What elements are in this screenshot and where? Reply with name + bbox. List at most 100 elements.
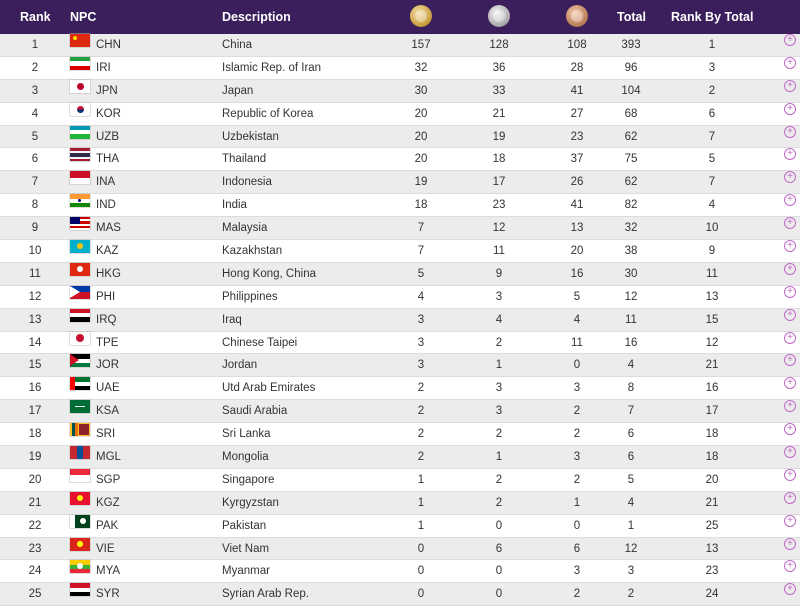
table-row[interactable]: 17 KSA Saudi Arabia 2 3 2 7 17 + xyxy=(0,400,800,424)
total-cell: 16 xyxy=(624,336,638,349)
total-cell: 5 xyxy=(627,473,635,486)
header-total[interactable]: Total xyxy=(617,10,646,24)
expand-plus-icon[interactable]: + xyxy=(784,583,796,596)
expand-plus-icon[interactable]: + xyxy=(784,400,796,413)
bronze-count-cell: 37 xyxy=(570,153,584,166)
expand-plus-icon[interactable]: + xyxy=(784,331,796,344)
table-row[interactable]: 24 MYA Myanmar 0 0 3 3 23 + xyxy=(0,560,800,584)
expand-plus-icon[interactable]: + xyxy=(784,446,796,459)
expand-plus-icon[interactable]: + xyxy=(784,285,796,298)
npc-code-cell: SYR xyxy=(96,588,120,601)
rank-by-total-cell: 13 xyxy=(705,290,719,303)
flag-icon xyxy=(70,583,90,597)
table-row[interactable]: 21 KGZ Kyrgyzstan 1 2 1 4 21 + xyxy=(0,491,800,515)
header-description[interactable]: Description xyxy=(222,10,291,24)
expand-plus-icon[interactable]: + xyxy=(784,423,796,436)
table-row[interactable]: 1 CHN China 157 128 108 393 1 + xyxy=(0,34,800,57)
table-row[interactable]: 19 MGL Mongolia 2 1 3 6 18 + xyxy=(0,446,800,469)
gold-count-cell: 1 xyxy=(417,519,425,532)
total-cell: 3 xyxy=(627,565,635,578)
npc-code-cell: TPE xyxy=(96,336,119,349)
rank-cell: 1 xyxy=(31,39,39,51)
silver-count-cell: 18 xyxy=(492,153,506,166)
silver-medal-icon[interactable] xyxy=(488,5,510,27)
silver-count-cell: 9 xyxy=(495,267,503,280)
gold-medal-icon[interactable] xyxy=(410,5,432,27)
rank-by-total-cell: 21 xyxy=(705,496,719,509)
bronze-medal-icon[interactable] xyxy=(566,5,588,27)
description-cell: Saudi Arabia xyxy=(222,405,288,418)
npc-code-cell: INA xyxy=(96,176,116,189)
table-row[interactable]: 8 IND India 18 23 41 82 4 + xyxy=(0,194,800,218)
bronze-count-cell: 2 xyxy=(573,428,581,441)
expand-plus-icon[interactable]: + xyxy=(784,148,796,161)
silver-count-cell: 2 xyxy=(495,428,503,441)
expand-plus-icon[interactable]: + xyxy=(784,171,796,184)
expand-plus-icon[interactable]: + xyxy=(784,560,796,573)
table-row[interactable]: 4 KOR Republic of Korea 20 21 27 68 6 + xyxy=(0,102,800,126)
expand-plus-icon[interactable]: + xyxy=(784,240,796,253)
expand-plus-icon[interactable]: + xyxy=(784,56,796,69)
table-row[interactable]: 20 SGP Singapore 1 2 2 5 20 + xyxy=(0,468,800,492)
expand-plus-icon[interactable]: + xyxy=(784,491,796,504)
rank-cell: 25 xyxy=(28,588,42,601)
table-row[interactable]: 3 JPN Japan 30 33 41 104 2 + xyxy=(0,79,800,103)
expand-plus-icon[interactable]: + xyxy=(784,217,796,230)
rank-by-total-cell: 23 xyxy=(705,565,719,578)
description-cell: Islamic Rep. of Iran xyxy=(222,61,322,74)
flag-icon xyxy=(70,217,90,231)
gold-count-cell: 157 xyxy=(411,39,431,51)
npc-code-cell: KOR xyxy=(96,107,121,120)
header-rank[interactable]: Rank xyxy=(20,10,51,24)
table-row[interactable]: 12 PHI Philippines 4 3 5 12 13 + xyxy=(0,285,800,309)
expand-plus-icon[interactable]: + xyxy=(784,79,796,92)
expand-plus-icon[interactable]: + xyxy=(784,377,796,390)
rank-by-total-cell: 12 xyxy=(705,336,719,349)
header-rank-by-total[interactable]: Rank By Total xyxy=(671,10,754,24)
rank-by-total-cell: 20 xyxy=(705,473,719,486)
expand-plus-icon[interactable]: + xyxy=(784,537,796,550)
table-row[interactable]: 25 SYR Syrian Arab Rep. 0 0 2 2 24 + xyxy=(0,583,800,606)
rank-cell: 6 xyxy=(31,153,39,166)
table-row[interactable]: 16 UAE Utd Arab Emirates 2 3 3 8 16 + xyxy=(0,377,800,401)
npc-code-cell: SRI xyxy=(96,428,116,441)
flag-icon xyxy=(70,423,90,437)
table-row[interactable]: 13 IRQ Iraq 3 4 4 11 15 + xyxy=(0,308,800,332)
table-row[interactable]: 14 TPE Chinese Taipei 3 2 11 16 12 + xyxy=(0,331,800,355)
expand-plus-icon[interactable]: + xyxy=(784,34,796,46)
silver-count-cell: 21 xyxy=(492,107,506,120)
table-row[interactable]: 18 SRI Sri Lanka 2 2 2 6 18 + xyxy=(0,423,800,447)
rank-by-total-cell: 17 xyxy=(705,405,719,418)
table-row[interactable]: 5 UZB Uzbekistan 20 19 23 62 7 + xyxy=(0,125,800,149)
silver-count-cell: 36 xyxy=(492,61,506,74)
table-row[interactable]: 6 THA Thailand 20 18 37 75 5 + xyxy=(0,148,800,172)
expand-plus-icon[interactable]: + xyxy=(784,262,796,275)
total-cell: 6 xyxy=(627,428,635,441)
rank-cell: 3 xyxy=(31,84,39,97)
gold-count-cell: 7 xyxy=(417,245,425,258)
expand-plus-icon[interactable]: + xyxy=(784,468,796,481)
npc-code-cell: KSA xyxy=(96,405,120,418)
silver-count-cell: 128 xyxy=(489,39,509,51)
expand-plus-icon[interactable]: + xyxy=(784,102,796,115)
table-row[interactable]: 11 HKG Hong Kong, China 5 9 16 30 11 + xyxy=(0,262,800,286)
table-row[interactable]: 9 MAS Malaysia 7 12 13 32 10 + xyxy=(0,217,800,241)
expand-plus-icon[interactable]: + xyxy=(784,514,796,527)
description-cell: Philippines xyxy=(222,290,278,303)
flag-icon xyxy=(70,102,90,116)
npc-code-cell: IND xyxy=(96,199,116,212)
table-row[interactable]: 22 PAK Pakistan 1 0 0 1 25 + xyxy=(0,514,800,538)
table-row[interactable]: 15 JOR Jordan 3 1 0 4 21 + xyxy=(0,354,800,378)
header-npc[interactable]: NPC xyxy=(70,10,97,24)
table-row[interactable]: 10 KAZ Kazakhstan 7 11 20 38 9 + xyxy=(0,240,800,263)
table-row[interactable]: 23 VIE Viet Nam 0 6 6 12 13 + xyxy=(0,537,800,561)
expand-plus-icon[interactable]: + xyxy=(784,125,796,138)
expand-plus-icon[interactable]: + xyxy=(784,354,796,367)
bronze-count-cell: 3 xyxy=(573,451,581,464)
expand-plus-icon[interactable]: + xyxy=(784,308,796,321)
table-row[interactable]: 7 INA Indonesia 19 17 26 62 7 + xyxy=(0,171,800,195)
table-row[interactable]: 2 IRI Islamic Rep. of Iran 32 36 28 96 3 + xyxy=(0,56,800,80)
expand-plus-icon[interactable]: + xyxy=(784,194,796,207)
rank-cell: 12 xyxy=(28,290,42,303)
npc-code-cell: PAK xyxy=(96,519,119,532)
